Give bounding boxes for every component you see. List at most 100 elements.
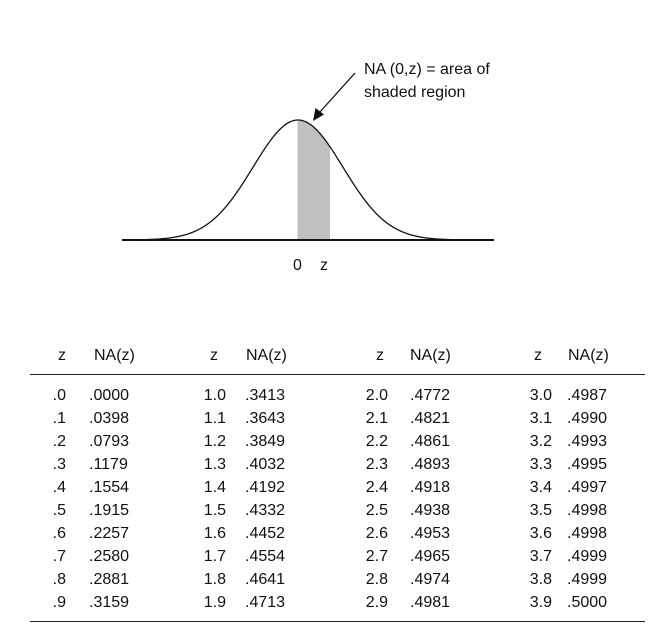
table-cell-na: .2881 bbox=[89, 571, 130, 588]
table-cell-na: .4997 bbox=[567, 479, 608, 496]
table-cell-z: 2.7 bbox=[365, 548, 388, 565]
table-cell-na: .4953 bbox=[410, 525, 451, 542]
table-cell-na: .4998 bbox=[567, 525, 608, 542]
header-na: NA(z) bbox=[410, 347, 451, 364]
table-cell-z: 3.6 bbox=[529, 525, 552, 542]
table-cell-z: 1.9 bbox=[203, 594, 226, 611]
table-cell-na: .3849 bbox=[245, 433, 286, 450]
shaded-area-region bbox=[298, 120, 330, 240]
axis-label-zero: 0 bbox=[293, 257, 302, 274]
table-cell-z: 3.9 bbox=[529, 594, 552, 611]
table-cell-z: 1.6 bbox=[203, 525, 226, 542]
table-cell-na: .4332 bbox=[245, 502, 286, 519]
table-cell-z: .2 bbox=[52, 433, 66, 450]
header-z: z bbox=[376, 347, 384, 364]
table-cell-na: .4987 bbox=[567, 387, 608, 404]
table-cell-na: .5000 bbox=[567, 594, 608, 611]
table-bottom-rule bbox=[30, 621, 645, 622]
table-cell-na: .4990 bbox=[567, 410, 608, 427]
table-cell-z: .6 bbox=[52, 525, 66, 542]
table-cell-z: .9 bbox=[52, 594, 66, 611]
table-cell-na: .4554 bbox=[245, 548, 286, 565]
table-cell-na: .4713 bbox=[245, 594, 286, 611]
table-cell-na: .4772 bbox=[410, 387, 451, 404]
table-cell-z: 2.8 bbox=[365, 571, 388, 588]
table-cell-z: 3.4 bbox=[529, 479, 552, 496]
table-cell-na: .4821 bbox=[410, 410, 451, 427]
table-cell-z: .1 bbox=[52, 410, 66, 427]
table-cell-z: 3.5 bbox=[529, 502, 552, 519]
table-cell-z: 2.2 bbox=[365, 433, 388, 450]
table-cell-z: .3 bbox=[52, 456, 66, 473]
annotation-arrow-head bbox=[313, 108, 324, 121]
table-cell-z: 1.1 bbox=[203, 410, 226, 427]
normal-curve-figure: NA (0,z) = area of shaded region 0 z bbox=[122, 61, 494, 274]
table-cell-na: .4993 bbox=[567, 433, 608, 450]
table-cell-z: 3.7 bbox=[529, 548, 552, 565]
table-cell-na: .4938 bbox=[410, 502, 451, 519]
header-z: z bbox=[534, 347, 542, 364]
table-cell-na: .4999 bbox=[567, 548, 608, 565]
table-cell-z: 2.0 bbox=[365, 387, 388, 404]
table-cell-na: .3643 bbox=[245, 410, 286, 427]
table-cell-z: 3.3 bbox=[529, 456, 552, 473]
table-cell-na: .4918 bbox=[410, 479, 451, 496]
table-cell-na: .2257 bbox=[89, 525, 130, 542]
table-cell-z: 2.6 bbox=[365, 525, 388, 542]
table-cell-z: .4 bbox=[52, 479, 66, 496]
table-cell-na: .4452 bbox=[245, 525, 286, 542]
table-cell-na: .2580 bbox=[89, 548, 130, 565]
table-cell-z: 2.4 bbox=[365, 479, 388, 496]
axis-label-z: z bbox=[320, 257, 328, 274]
table-cell-z: 1.4 bbox=[203, 479, 226, 496]
table-cell-z: .8 bbox=[52, 571, 66, 588]
header-na: NA(z) bbox=[246, 347, 287, 364]
table-cell-z: 2.1 bbox=[365, 410, 388, 427]
table-cell-z: 3.2 bbox=[529, 433, 552, 450]
table-cell-z: 2.5 bbox=[365, 502, 388, 519]
table-cell-na: .4999 bbox=[567, 571, 608, 588]
table-cell-na: .4981 bbox=[410, 594, 451, 611]
table-cell-z: 3.0 bbox=[529, 387, 552, 404]
table-cell-z: 3.8 bbox=[529, 571, 552, 588]
table-cell-z: 1.0 bbox=[203, 387, 226, 404]
header-z: z bbox=[58, 347, 66, 364]
table-cell-na: .1179 bbox=[89, 456, 128, 473]
table-cell-z: .7 bbox=[52, 548, 66, 565]
table-cell-z: .0 bbox=[52, 387, 66, 404]
table-cell-na: .4192 bbox=[245, 479, 286, 496]
annotation-text-line2: shaded region bbox=[364, 84, 465, 101]
table-cell-z: 1.8 bbox=[203, 571, 226, 588]
header-z: z bbox=[210, 347, 218, 364]
table-cell-na: .3159 bbox=[89, 594, 130, 611]
table-cell-na: .4032 bbox=[245, 456, 286, 473]
table-cell-na: .1554 bbox=[89, 479, 130, 496]
annotation-arrow-shaft bbox=[318, 72, 356, 114]
table-cell-z: 3.1 bbox=[529, 410, 552, 427]
table-cell-z: 2.9 bbox=[365, 594, 388, 611]
table-cell-z: 1.3 bbox=[203, 456, 226, 473]
table-cell-z: 1.2 bbox=[203, 433, 226, 450]
table-cell-na: .4965 bbox=[410, 548, 451, 565]
table-cell-na: .0000 bbox=[89, 387, 130, 404]
table-cell-na: .0793 bbox=[89, 433, 130, 450]
table-cell-na: .1915 bbox=[89, 502, 130, 519]
table-cell-na: .4995 bbox=[567, 456, 608, 473]
table-cell-z: 2.3 bbox=[365, 456, 388, 473]
table-cell-z: .5 bbox=[52, 502, 66, 519]
table-cell-na: .4998 bbox=[567, 502, 608, 519]
table-cell-na: .4641 bbox=[245, 571, 286, 588]
table-cell-na: .4974 bbox=[410, 571, 451, 588]
table-cell-na: .4861 bbox=[410, 433, 451, 450]
bell-curve bbox=[122, 119, 494, 241]
normal-area-table: z NA(z) z NA(z) z NA(z) z NA(z) .0 .0000… bbox=[30, 345, 645, 625]
header-na: NA(z) bbox=[568, 347, 609, 364]
annotation-text-line1: NA (0,z) = area of bbox=[364, 61, 490, 78]
table-header-rule bbox=[30, 374, 645, 375]
table-cell-na: .4893 bbox=[410, 456, 451, 473]
table-cell-z: 1.7 bbox=[203, 548, 226, 565]
table-cell-na: .3413 bbox=[245, 387, 286, 404]
header-na: NA(z) bbox=[94, 347, 135, 364]
table-cell-na: .0398 bbox=[89, 410, 130, 427]
table-cell-z: 1.5 bbox=[203, 502, 226, 519]
